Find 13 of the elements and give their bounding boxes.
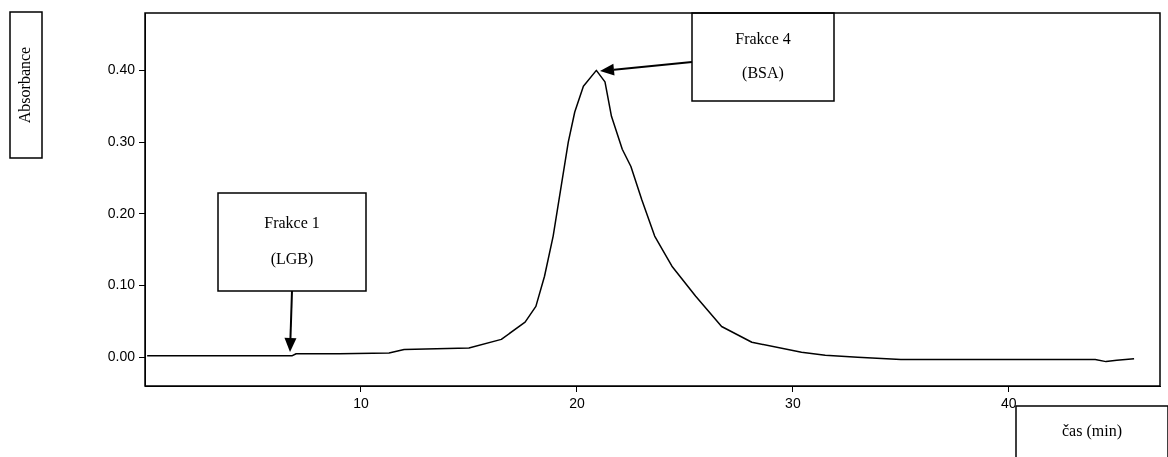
x-axis-title: čas (min) — [1062, 422, 1122, 441]
y-tick-label: 0.20 — [107, 204, 136, 221]
x-tick-label: 20 — [569, 395, 585, 412]
annotation: Frakce 1 (LGB) — [264, 214, 320, 269]
y-tick-label: 0.10 — [107, 276, 136, 293]
y-tick-label: 0.30 — [107, 132, 136, 149]
y-tick-label: 0.40 — [107, 61, 136, 78]
annotation: Frakce 4 (BSA) — [735, 30, 791, 83]
y-tick-label: 0.00 — [107, 348, 136, 365]
x-tick-label: 40 — [1001, 395, 1017, 412]
y-axis-title: Absorbance — [16, 46, 34, 124]
x-tick-label: 10 — [353, 395, 369, 412]
x-tick-label: 30 — [785, 395, 801, 412]
